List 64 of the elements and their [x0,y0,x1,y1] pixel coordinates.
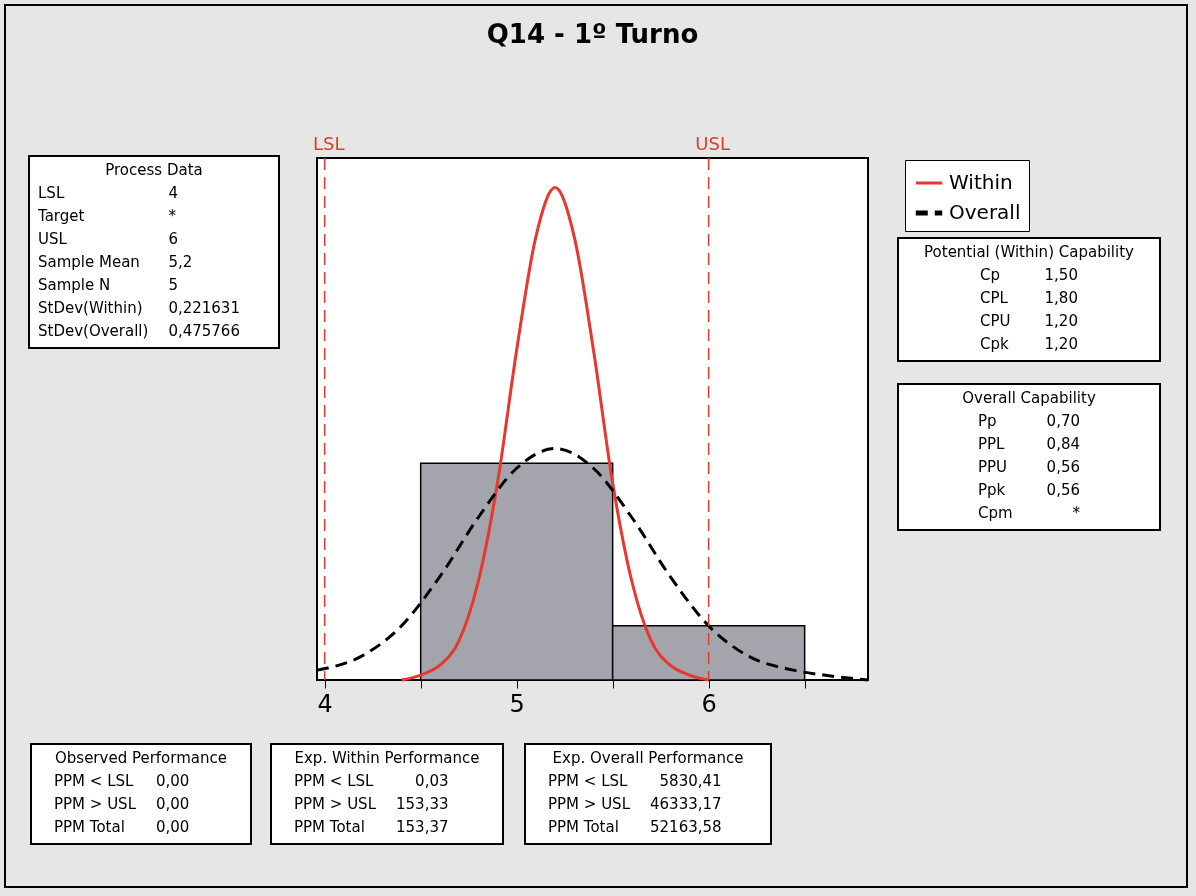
text: 46333,17 [650,795,722,813]
text: 0,00 [156,795,190,813]
category-label: PPU [977,457,1009,478]
category-label: USL [38,229,68,250]
x-tick-label: 5 [509,689,525,718]
category-label: PPM < LSL [547,771,629,792]
ref-line-label: LSL [312,133,345,154]
category-label: Sample Mean [38,252,141,273]
text: 0,00 [156,818,190,836]
text: * [168,207,176,225]
category-label: CPU [980,311,1012,332]
text: 4 [168,184,178,202]
category-label: PPM > USL [547,794,631,815]
category-label: Cp [980,265,1002,286]
text: Process Data [104,161,204,179]
category-label: PPM > USL [53,794,137,815]
text: Potential (Within) Capability [923,243,1135,261]
category-label: Cpk [980,334,1010,355]
category-label: PPM > USL [293,794,377,815]
text: 153,37 [396,818,449,836]
category-label: PPM Total [547,817,620,838]
text: 153,33 [396,795,449,813]
text: 5 [168,276,178,294]
text: 5,2 [168,253,193,271]
text: 52163,58 [650,818,722,836]
text: 0,03 [415,772,449,790]
category-label: PPM Total [53,817,126,838]
category-label: PPM Total [293,817,366,838]
legend-label: Overall [949,200,1021,224]
text: Observed Performance [54,749,228,767]
category-label: CPL [980,288,1009,309]
category-label: Pp [977,411,998,432]
text: 6 [168,230,178,248]
chart-title: Q14 - 1º Turno [486,19,699,49]
text: 0,221631 [168,299,240,317]
text: 0,56 [1046,458,1080,476]
category-label: StDev(Overall) [38,321,150,342]
text: 1,50 [1044,266,1078,284]
text: 1,80 [1044,289,1078,307]
category-label: Cpm [977,503,1014,524]
text: Exp. Overall Performance [551,749,745,767]
category-label: Ppk [977,480,1007,501]
category-label: PPM < LSL [293,771,375,792]
category-label: Sample N [38,275,112,296]
text: 0,56 [1046,481,1080,499]
legend-label: Within [949,170,1013,194]
text: Overall Capability [961,389,1097,407]
text: 0,00 [156,772,190,790]
x-tick-label: 4 [317,689,333,718]
text: 0,70 [1046,412,1080,430]
text: 0,84 [1046,435,1080,453]
category-label: Target [38,206,86,227]
text: 0,475766 [168,322,240,340]
category-label: LSL [38,183,66,204]
category-label: PPM < LSL [53,771,135,792]
x-tick-label: 6 [701,689,717,718]
text: Exp. Within Performance [293,749,481,767]
category-label: PPL [977,434,1006,455]
text: 1,20 [1044,312,1078,330]
category-label: StDev(Within) [38,298,144,319]
text: 5830,41 [659,772,722,790]
text: * [1072,504,1080,522]
ref-line-label: USL [695,133,730,154]
text: 1,20 [1044,335,1078,353]
